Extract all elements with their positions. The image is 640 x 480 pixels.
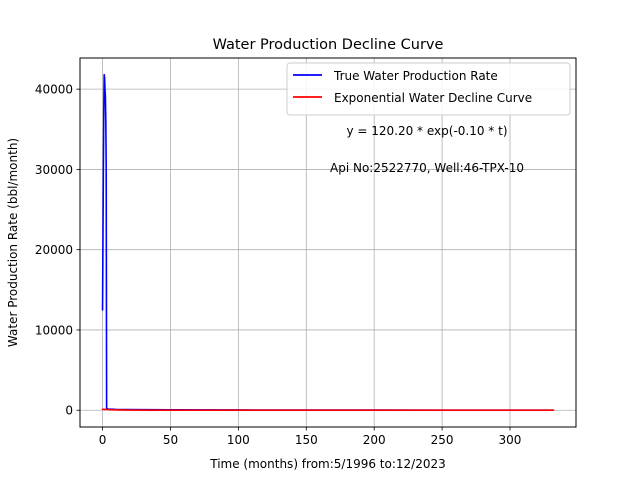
y-tick-label: 20000: [35, 243, 73, 257]
y-tick-label: 0: [65, 404, 73, 418]
x-tick-label: 100: [227, 433, 250, 447]
x-tick-label: 200: [363, 433, 386, 447]
plot-frame: [79, 57, 577, 428]
y-tick-label: 10000: [35, 323, 73, 337]
x-tick-label: 50: [163, 433, 178, 447]
y-axis-label: Water Production Rate (bbl/month): [6, 138, 20, 347]
series-lines: [101, 73, 555, 412]
legend-label-true-rate: True Water Production Rate: [333, 69, 498, 83]
equation-annotation: y = 120.20 * exp(-0.10 * t): [346, 124, 507, 138]
chart-title: Water Production Decline Curve: [213, 37, 444, 53]
x-tick-label: 250: [431, 433, 454, 447]
exponential-decline-curve-line: [101, 408, 555, 412]
y-tick-label: 40000: [35, 83, 73, 97]
x-tick-label: 150: [295, 433, 318, 447]
y-tick-label: 30000: [35, 163, 73, 177]
x-axis-label: Time (months) from:5/1996 to:12/2023: [209, 457, 446, 471]
axis-ticks: 0 50 100 150 200 250 300 0 10000 20000 30000 40000: [35, 83, 522, 447]
x-tick-label: 0: [99, 433, 107, 447]
x-tick-label: 300: [499, 433, 522, 447]
well-annotation: Api No:2522770, Well:46-TPX-10: [330, 161, 524, 175]
legend-label-decline-curve: Exponential Water Decline Curve: [334, 91, 532, 105]
legend: True Water Production Rate Exponential W…: [286, 62, 571, 116]
legend-box: [286, 62, 571, 116]
